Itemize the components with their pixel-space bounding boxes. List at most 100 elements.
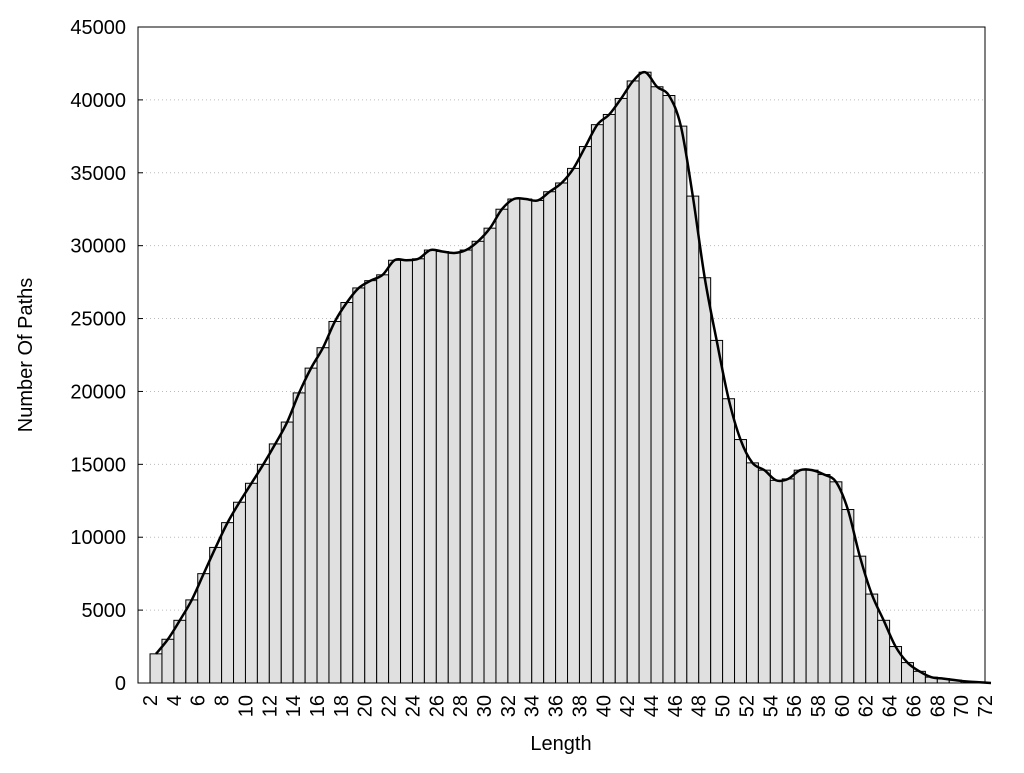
- y-tick-label: 5000: [82, 600, 127, 622]
- bar: [841, 509, 855, 684]
- bar: [352, 287, 366, 684]
- bar: [698, 277, 712, 684]
- x-tick-label: 64: [880, 695, 902, 717]
- x-tick-label: 16: [307, 695, 329, 717]
- bar: [543, 191, 557, 684]
- bar: [769, 479, 783, 684]
- x-tick-label: 66: [903, 695, 925, 717]
- bar: [340, 302, 354, 684]
- bar: [149, 653, 163, 684]
- bar: [209, 546, 223, 684]
- x-tick-label: 8: [212, 695, 234, 706]
- x-tick-label: 52: [736, 695, 758, 717]
- x-tick-label: 38: [569, 695, 591, 717]
- smooth-curve: [155, 70, 992, 685]
- x-tick-label: 22: [379, 695, 401, 717]
- bar: [173, 619, 187, 684]
- x-tick-label: 46: [665, 695, 687, 717]
- bar: [507, 198, 521, 684]
- x-tick-label: 14: [283, 695, 305, 717]
- bar: [805, 469, 819, 684]
- bar: [722, 398, 736, 684]
- y-tick-label: 30000: [70, 236, 126, 258]
- bar: [388, 259, 402, 684]
- bar: [244, 482, 258, 684]
- x-tick-label: 50: [713, 695, 735, 717]
- bar: [495, 208, 509, 684]
- bar: [626, 80, 640, 684]
- bar: [423, 249, 437, 684]
- bar: [745, 462, 759, 684]
- bar: [483, 227, 497, 684]
- x-tick-label: 60: [832, 695, 854, 717]
- y-tick-label: 35000: [70, 163, 126, 185]
- x-tick-label: 58: [808, 695, 830, 717]
- bar: [817, 474, 831, 684]
- bar: [710, 339, 724, 684]
- x-tick-label: 20: [355, 695, 377, 717]
- bar: [197, 573, 211, 684]
- x-tick-label: 32: [498, 695, 520, 717]
- bar: [865, 593, 879, 684]
- y-tick-label: 45000: [70, 17, 126, 39]
- bar: [781, 478, 795, 684]
- x-tick-label: 56: [784, 695, 806, 717]
- bar: [400, 259, 413, 684]
- x-tick-label: 28: [450, 695, 472, 717]
- bar: [185, 599, 199, 684]
- bar: [471, 240, 485, 684]
- x-tick-label: 40: [593, 695, 615, 717]
- bar: [853, 555, 867, 684]
- bar: [602, 113, 616, 684]
- bar: [555, 182, 569, 684]
- x-tick-label: 62: [856, 695, 878, 717]
- bar: [292, 392, 306, 684]
- bar: [650, 86, 664, 684]
- x-tick-label: 4: [164, 695, 186, 706]
- x-tick-label: 48: [689, 695, 711, 717]
- bar: [686, 195, 700, 684]
- bar: [364, 280, 378, 684]
- y-axis-label: Number Of Paths: [15, 278, 37, 433]
- bar: [221, 522, 235, 684]
- x-tick-label: 24: [402, 695, 424, 717]
- bar: [590, 124, 604, 684]
- bar: [578, 146, 592, 684]
- x-tick-label: 42: [617, 695, 639, 717]
- bar: [638, 71, 652, 684]
- y-tick-label: 25000: [70, 309, 126, 331]
- y-tick-label: 10000: [70, 527, 126, 549]
- y-tick-label: 0: [115, 673, 126, 695]
- x-tick-label: 34: [522, 695, 544, 717]
- bar: [256, 463, 270, 684]
- bar: [567, 167, 580, 684]
- bar: [411, 258, 425, 684]
- bar: [674, 125, 688, 684]
- bar: [376, 274, 390, 684]
- x-tick-label: 72: [975, 695, 997, 717]
- x-tick-label: 54: [760, 695, 782, 717]
- x-tick-label: 6: [188, 695, 210, 706]
- bar: [662, 95, 676, 684]
- plot-frame: [137, 26, 986, 684]
- x-tick-label: 26: [426, 695, 448, 717]
- x-tick-label: 10: [235, 695, 257, 717]
- y-tick-label: 20000: [70, 381, 126, 403]
- bar: [829, 481, 843, 684]
- y-tick-label: 40000: [70, 90, 126, 112]
- bar: [435, 250, 449, 684]
- bar: [734, 439, 747, 684]
- x-tick-label: 12: [259, 695, 281, 717]
- bar: [328, 320, 342, 684]
- bar: [459, 249, 473, 684]
- x-tick-label: 70: [951, 695, 973, 717]
- bar: [757, 469, 771, 684]
- bar: [304, 367, 318, 684]
- bar: [531, 199, 545, 684]
- x-tick-label: 2: [140, 695, 162, 706]
- bar: [614, 97, 628, 684]
- x-axis-label: Length: [530, 733, 591, 755]
- y-tick-label: 15000: [70, 454, 126, 476]
- bar: [793, 469, 807, 684]
